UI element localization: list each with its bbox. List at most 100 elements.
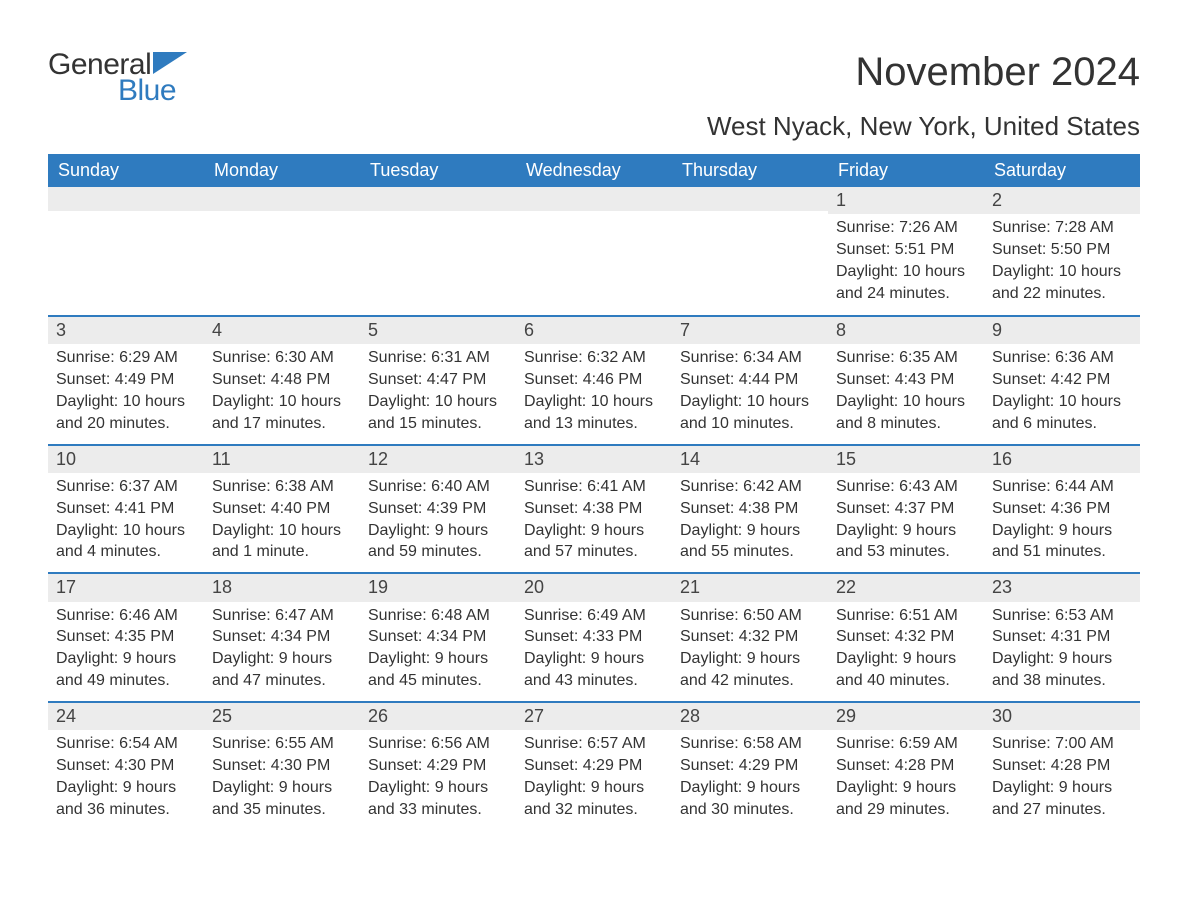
day-details: Sunrise: 6:44 AMSunset: 4:36 PMDaylight:…: [984, 473, 1140, 572]
day-number: 18: [204, 574, 360, 601]
day-number: [360, 187, 516, 211]
day-detail-line: Daylight: 10 hours: [836, 262, 976, 283]
day-number: 1: [828, 187, 984, 214]
calendar-day-cell: 1Sunrise: 7:26 AMSunset: 5:51 PMDaylight…: [828, 187, 984, 315]
day-detail-line: Daylight: 10 hours: [368, 392, 508, 413]
day-number: 6: [516, 317, 672, 344]
day-detail-line: Daylight: 9 hours: [56, 649, 196, 670]
day-detail-line: Sunset: 4:49 PM: [56, 370, 196, 391]
weekday-header: Saturday: [984, 154, 1140, 187]
day-number: 23: [984, 574, 1140, 601]
day-details: Sunrise: 6:37 AMSunset: 4:41 PMDaylight:…: [48, 473, 204, 572]
day-details: Sunrise: 6:29 AMSunset: 4:49 PMDaylight:…: [48, 344, 204, 443]
day-details: Sunrise: 7:28 AMSunset: 5:50 PMDaylight:…: [984, 214, 1140, 313]
calendar-day-cell: [204, 187, 360, 315]
day-detail-line: Sunset: 4:29 PM: [680, 756, 820, 777]
day-number: 16: [984, 446, 1140, 473]
day-details: Sunrise: 6:34 AMSunset: 4:44 PMDaylight:…: [672, 344, 828, 443]
day-detail-line: and 49 minutes.: [56, 671, 196, 692]
day-details: Sunrise: 6:41 AMSunset: 4:38 PMDaylight:…: [516, 473, 672, 572]
day-details: Sunrise: 6:54 AMSunset: 4:30 PMDaylight:…: [48, 730, 204, 829]
day-detail-line: and 38 minutes.: [992, 671, 1132, 692]
calendar-day-cell: 4Sunrise: 6:30 AMSunset: 4:48 PMDaylight…: [204, 317, 360, 444]
day-number: [48, 187, 204, 211]
calendar-day-cell: [516, 187, 672, 315]
calendar-day-cell: 18Sunrise: 6:47 AMSunset: 4:34 PMDayligh…: [204, 574, 360, 701]
day-detail-line: and 42 minutes.: [680, 671, 820, 692]
day-detail-line: Sunset: 5:50 PM: [992, 240, 1132, 261]
day-detail-line: and 17 minutes.: [212, 414, 352, 435]
day-details: Sunrise: 6:40 AMSunset: 4:39 PMDaylight:…: [360, 473, 516, 572]
day-number: 9: [984, 317, 1140, 344]
calendar-week-row: 17Sunrise: 6:46 AMSunset: 4:35 PMDayligh…: [48, 572, 1140, 701]
day-detail-line: Sunrise: 6:43 AM: [836, 477, 976, 498]
logo: General Blue: [48, 50, 187, 106]
day-detail-line: Daylight: 10 hours: [836, 392, 976, 413]
day-detail-line: Daylight: 9 hours: [992, 649, 1132, 670]
day-detail-line: Sunset: 4:34 PM: [368, 627, 508, 648]
calendar-day-cell: 7Sunrise: 6:34 AMSunset: 4:44 PMDaylight…: [672, 317, 828, 444]
calendar-day-cell: 16Sunrise: 6:44 AMSunset: 4:36 PMDayligh…: [984, 446, 1140, 573]
calendar-day-cell: 6Sunrise: 6:32 AMSunset: 4:46 PMDaylight…: [516, 317, 672, 444]
calendar-day-cell: [48, 187, 204, 315]
day-details: Sunrise: 6:38 AMSunset: 4:40 PMDaylight:…: [204, 473, 360, 572]
calendar-day-cell: [360, 187, 516, 315]
day-detail-line: Daylight: 10 hours: [212, 521, 352, 542]
day-detail-line: Sunrise: 6:51 AM: [836, 606, 976, 627]
weekday-header: Tuesday: [360, 154, 516, 187]
day-number: [204, 187, 360, 211]
day-detail-line: Sunset: 4:28 PM: [992, 756, 1132, 777]
calendar-day-cell: 24Sunrise: 6:54 AMSunset: 4:30 PMDayligh…: [48, 703, 204, 830]
day-details: Sunrise: 6:43 AMSunset: 4:37 PMDaylight:…: [828, 473, 984, 572]
day-detail-line: Daylight: 9 hours: [368, 521, 508, 542]
day-detail-line: Daylight: 10 hours: [992, 392, 1132, 413]
day-detail-line: Sunrise: 6:32 AM: [524, 348, 664, 369]
day-detail-line: and 40 minutes.: [836, 671, 976, 692]
day-detail-line: and 24 minutes.: [836, 284, 976, 305]
day-detail-line: Daylight: 9 hours: [368, 778, 508, 799]
day-detail-line: Daylight: 9 hours: [836, 778, 976, 799]
day-detail-line: Sunrise: 6:34 AM: [680, 348, 820, 369]
day-detail-line: and 20 minutes.: [56, 414, 196, 435]
day-detail-line: Daylight: 10 hours: [680, 392, 820, 413]
day-detail-line: Sunrise: 6:58 AM: [680, 734, 820, 755]
day-detail-line: Daylight: 9 hours: [524, 778, 664, 799]
logo-text-blue: Blue: [118, 76, 187, 106]
day-details: Sunrise: 7:26 AMSunset: 5:51 PMDaylight:…: [828, 214, 984, 313]
day-detail-line: Sunrise: 6:42 AM: [680, 477, 820, 498]
day-detail-line: Sunset: 4:34 PM: [212, 627, 352, 648]
day-detail-line: and 47 minutes.: [212, 671, 352, 692]
day-detail-line: Sunset: 4:31 PM: [992, 627, 1132, 648]
day-detail-line: Daylight: 9 hours: [212, 778, 352, 799]
day-detail-line: Sunrise: 6:47 AM: [212, 606, 352, 627]
day-details: Sunrise: 6:55 AMSunset: 4:30 PMDaylight:…: [204, 730, 360, 829]
day-detail-line: Daylight: 9 hours: [992, 778, 1132, 799]
day-details: Sunrise: 6:47 AMSunset: 4:34 PMDaylight:…: [204, 602, 360, 701]
day-number: 24: [48, 703, 204, 730]
day-detail-line: Daylight: 9 hours: [680, 649, 820, 670]
day-detail-line: and 1 minute.: [212, 542, 352, 563]
day-detail-line: Sunset: 4:41 PM: [56, 499, 196, 520]
calendar-week-row: 24Sunrise: 6:54 AMSunset: 4:30 PMDayligh…: [48, 701, 1140, 830]
day-details: Sunrise: 6:35 AMSunset: 4:43 PMDaylight:…: [828, 344, 984, 443]
calendar-day-cell: 25Sunrise: 6:55 AMSunset: 4:30 PMDayligh…: [204, 703, 360, 830]
day-detail-line: Sunrise: 6:37 AM: [56, 477, 196, 498]
calendar-day-cell: 2Sunrise: 7:28 AMSunset: 5:50 PMDaylight…: [984, 187, 1140, 315]
calendar-body: 1Sunrise: 7:26 AMSunset: 5:51 PMDaylight…: [48, 187, 1140, 829]
calendar-day-cell: 27Sunrise: 6:57 AMSunset: 4:29 PMDayligh…: [516, 703, 672, 830]
day-detail-line: Sunset: 4:42 PM: [992, 370, 1132, 391]
day-detail-line: and 35 minutes.: [212, 800, 352, 821]
day-number: 19: [360, 574, 516, 601]
day-detail-line: Sunrise: 6:49 AM: [524, 606, 664, 627]
day-detail-line: Sunrise: 6:56 AM: [368, 734, 508, 755]
calendar-day-cell: 30Sunrise: 7:00 AMSunset: 4:28 PMDayligh…: [984, 703, 1140, 830]
day-number: 13: [516, 446, 672, 473]
day-detail-line: and 45 minutes.: [368, 671, 508, 692]
day-detail-line: Daylight: 9 hours: [836, 521, 976, 542]
weekday-header: Thursday: [672, 154, 828, 187]
day-detail-line: Sunset: 4:30 PM: [212, 756, 352, 777]
day-detail-line: Sunset: 4:43 PM: [836, 370, 976, 391]
day-detail-line: and 51 minutes.: [992, 542, 1132, 563]
day-number: 17: [48, 574, 204, 601]
day-detail-line: Sunrise: 6:44 AM: [992, 477, 1132, 498]
